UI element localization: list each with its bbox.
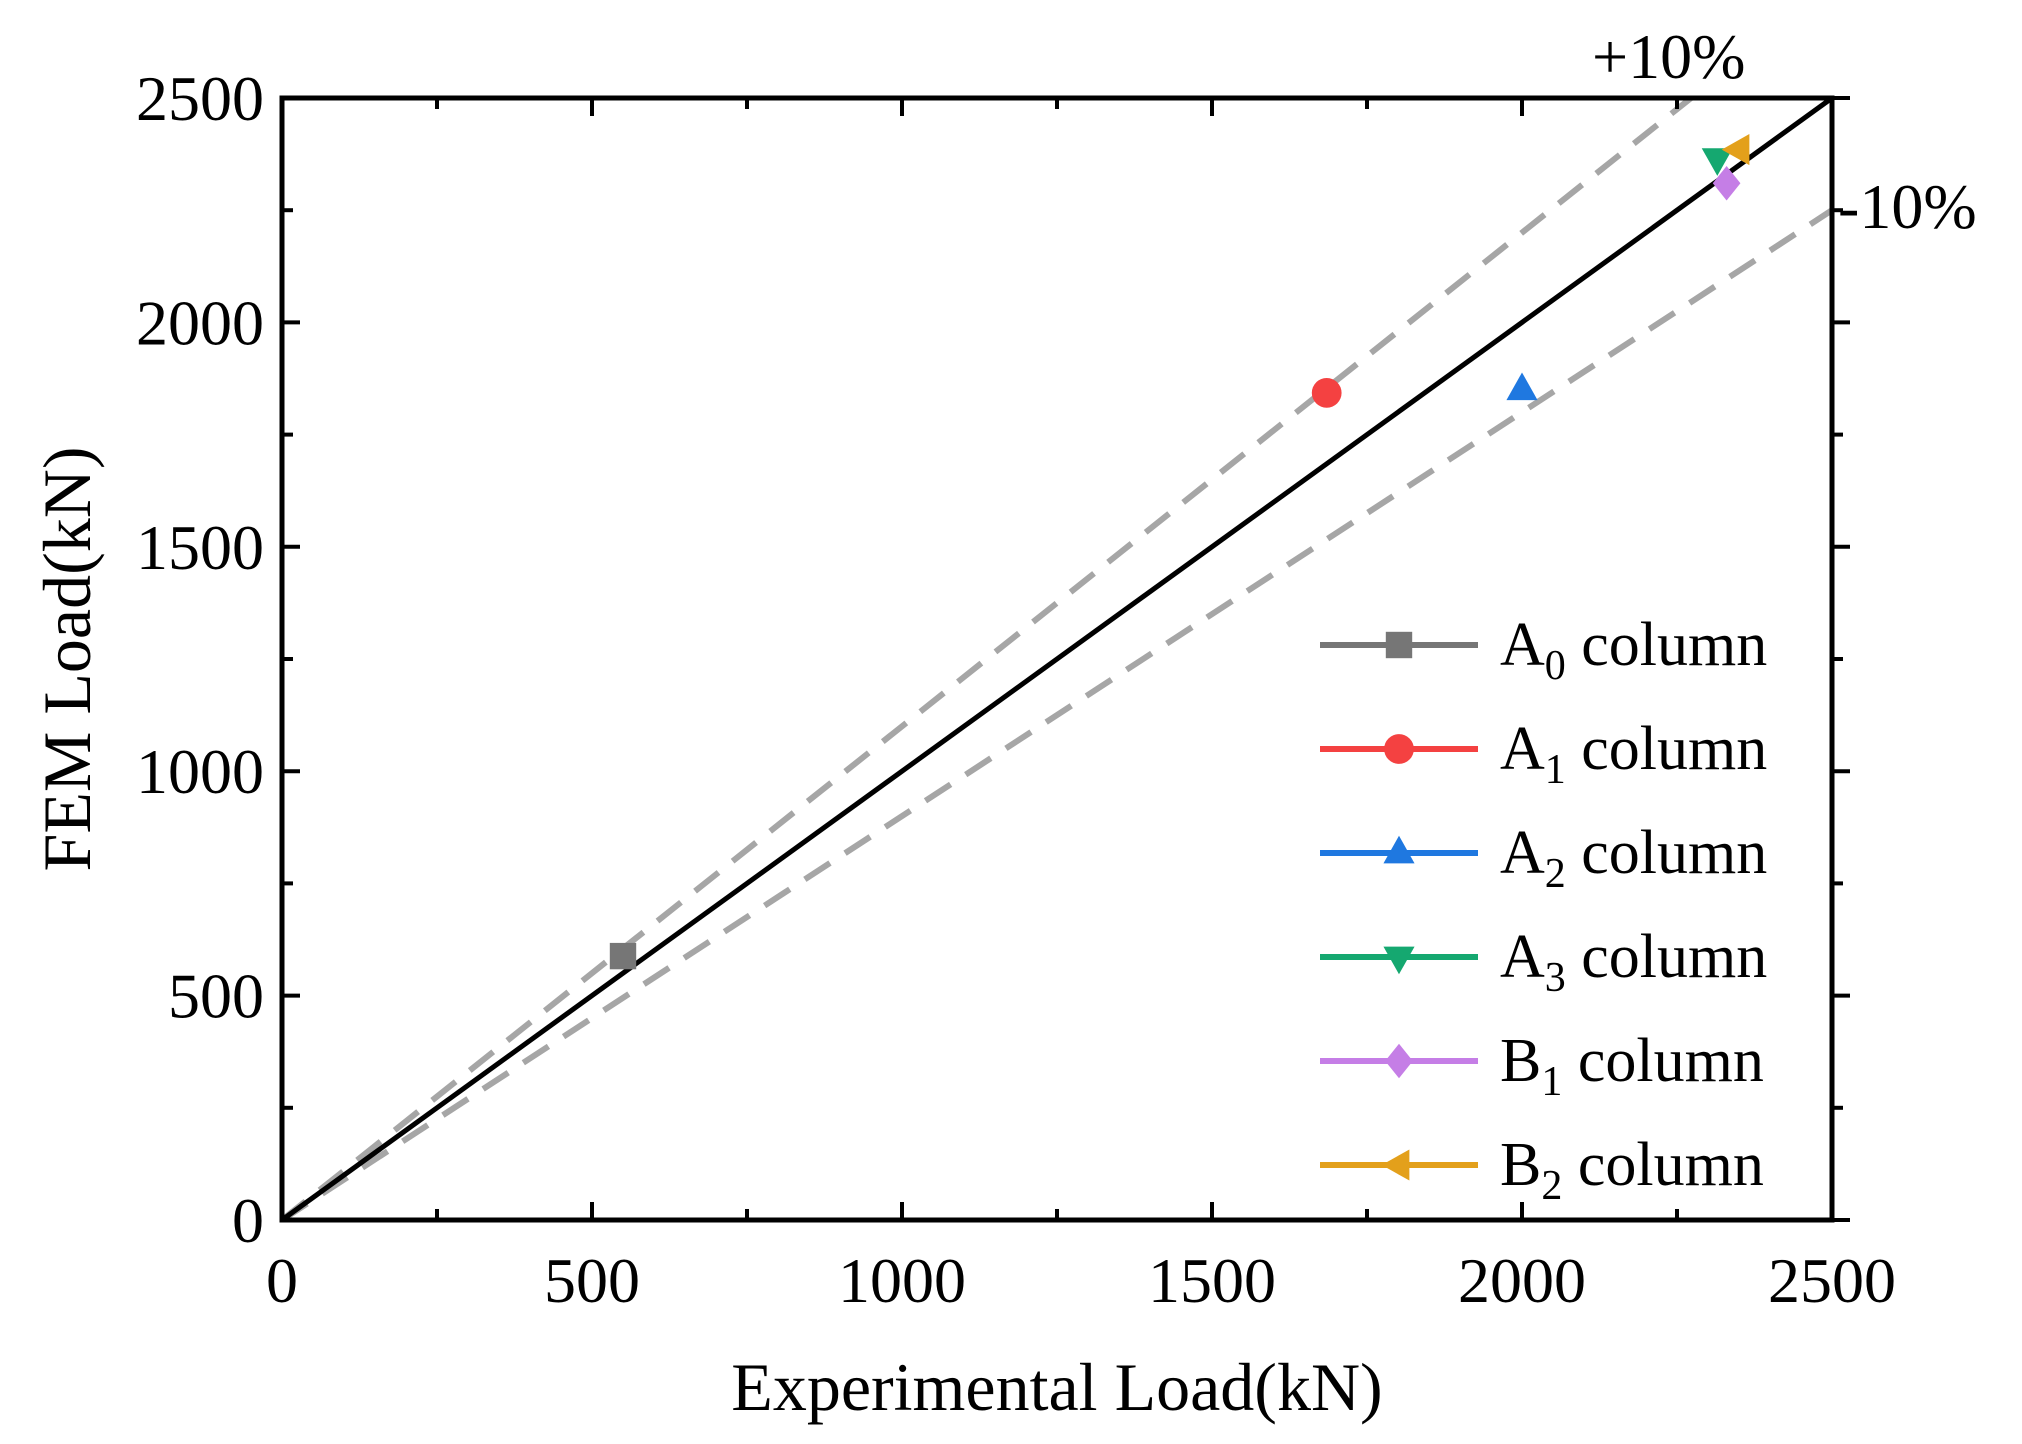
x-axis-title: Experimental Load(kN) (731, 1349, 1382, 1425)
x-tick-label: 2000 (1458, 1245, 1586, 1316)
b1-data-point (1712, 165, 1741, 201)
b2-data-point (1721, 134, 1750, 166)
data-markers (609, 134, 1750, 970)
x-tick-label: 0 (266, 1245, 298, 1316)
legend-marker-a3 (1383, 946, 1415, 975)
x-tick-label: 2500 (1768, 1245, 1896, 1316)
y-tick-label: 2500 (136, 63, 264, 134)
legend-entry-b2: B2 column (1320, 1131, 1764, 1209)
y-tick-label: 1000 (136, 736, 264, 807)
legend-label: B1 column (1500, 1027, 1764, 1105)
legend-entry-b1: B1 column (1320, 1027, 1764, 1105)
y-tick-label: 2000 (136, 287, 264, 358)
legend-marker-a2 (1383, 835, 1415, 864)
legend-entry-a2: A2 column (1320, 819, 1767, 897)
lower-10pct-line (282, 207, 1832, 1220)
a1-data-point (1311, 377, 1342, 408)
legend-marker-a0 (1385, 631, 1413, 659)
x-tick-label: 1500 (1148, 1245, 1276, 1316)
legend-marker-b2 (1381, 1149, 1410, 1181)
x-tick-label: 500 (544, 1245, 640, 1316)
legend-entry-a0: A0 column (1320, 611, 1767, 689)
legend-marker-a1 (1384, 734, 1414, 764)
y-tick-label: 1500 (136, 512, 264, 583)
axis-ticks (280, 96, 1850, 1222)
legend-label: A1 column (1500, 715, 1767, 793)
y-tick-labels: 0 500 1000 1500 2000 2500 (136, 63, 264, 1256)
legend-label: A0 column (1500, 611, 1767, 689)
legend-entry-a1: A1 column (1320, 715, 1767, 793)
lower-10pct-label: -10% (1838, 171, 1977, 242)
x-tick-labels: 0 500 1000 1500 2000 2500 (266, 1245, 1896, 1316)
y-axis-title: FEM Load(kN) (29, 447, 105, 872)
upper-10pct-label: +10% (1592, 21, 1745, 92)
y-tick-label: 0 (232, 1185, 264, 1256)
a2-data-point (1506, 372, 1538, 401)
a0-data-point (609, 942, 637, 970)
a3-data-point (1701, 148, 1733, 176)
legend-entry-a3: A3 column (1320, 923, 1767, 1001)
legend-label: A2 column (1500, 819, 1767, 897)
legend-label: A3 column (1500, 923, 1767, 1001)
legend-label: B2 column (1500, 1131, 1764, 1209)
x-tick-label: 1000 (838, 1245, 966, 1316)
legend: A0 column A1 column A2 column A3 column … (1320, 611, 1767, 1209)
equality-line (282, 98, 1832, 1220)
y-tick-label: 500 (168, 961, 264, 1032)
legend-marker-b1 (1385, 1043, 1413, 1079)
upper-10pct-line (282, 98, 1696, 1220)
